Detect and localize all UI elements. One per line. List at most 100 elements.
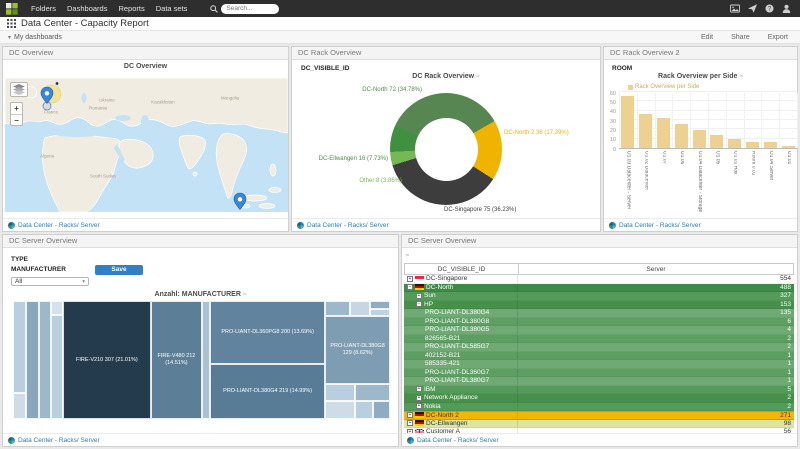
chart-menu-icon[interactable]: ≈: [242, 291, 247, 298]
bar-u1-01[interactable]: [781, 146, 795, 148]
menu-folders[interactable]: Folders: [31, 4, 57, 13]
table-row-hp[interactable]: − HP 153: [404, 300, 794, 309]
image-icon[interactable]: [730, 4, 740, 13]
treemap-node[interactable]: PRO-LIANT-DL380G4 219 (14.99%): [210, 363, 326, 419]
treemap-node[interactable]: [325, 383, 356, 402]
treemap-node[interactable]: [355, 383, 390, 402]
panel-header[interactable]: DC Server Overview: [402, 235, 797, 248]
user-icon[interactable]: [782, 4, 791, 13]
zoom-out-button[interactable]: −: [11, 114, 22, 125]
action-export[interactable]: Export: [767, 33, 788, 41]
app-logo-icon[interactable]: [6, 2, 18, 15]
column-header-server[interactable]: Server: [518, 263, 794, 275]
table-row-dc-north[interactable]: − DC-North 488: [404, 283, 794, 292]
treemap-node[interactable]: PRO-LIANT-DL360PG8 200 (13.69%): [210, 301, 326, 364]
treemap-node[interactable]: [355, 401, 373, 419]
row-toggle-icon[interactable]: +: [416, 386, 422, 393]
panel-footer-link[interactable]: Data Center - Racks/ Server: [18, 436, 100, 444]
table-row-pro-liant-dl380g5[interactable]: PRO-LIANT-DL380G5 4: [404, 326, 794, 335]
table-row-pro-liant-dl360g7[interactable]: PRO-LIANT-DL360G7 1: [404, 368, 794, 377]
help-icon[interactable]: ?: [765, 4, 774, 13]
bar-u1-01-hall[interactable]: [728, 138, 742, 148]
table-row-dc-ellwangen[interactable]: + DC-Ellwangen 98: [404, 419, 794, 428]
table-row-dc-singapore[interactable]: + DC-Singapore 554: [404, 275, 794, 284]
panel-footer-link[interactable]: Data Center - Racks/ Server: [619, 221, 701, 229]
breadcrumb[interactable]: ▾ My dashboards: [8, 34, 62, 41]
treemap-node[interactable]: [350, 301, 370, 317]
bar-u1-03-datacenter-server[interactable]: [621, 95, 635, 148]
chart-menu-icon[interactable]: ≈: [739, 73, 743, 80]
table-row-pro-liant-dl585g7[interactable]: PRO-LIANT-DL585G7 2: [404, 343, 794, 352]
table-row-ibm[interactable]: + IBM 5: [404, 385, 794, 394]
bar-u1-04-server[interactable]: [763, 142, 777, 148]
chart-menu-icon[interactable]: ≈: [476, 73, 480, 80]
table-row-pro-liant-dl380g7[interactable]: PRO-LIANT-DL380G7 1: [404, 377, 794, 386]
row-toggle-icon[interactable]: +: [416, 403, 422, 410]
treemap-node[interactable]: [25, 301, 39, 419]
menu-reports[interactable]: Reports: [118, 4, 145, 13]
action-edit[interactable]: Edit: [701, 33, 714, 41]
zoom-in-button[interactable]: +: [14, 104, 19, 113]
chart-menu-icon[interactable]: ≈: [406, 253, 410, 259]
save-button[interactable]: Save: [95, 265, 143, 275]
row-toggle-icon[interactable]: +: [407, 420, 413, 427]
column-header-dc-visible-id[interactable]: DC_VISIBLE_ID: [404, 263, 518, 275]
panel-footer-link[interactable]: Data Center - Racks/ Server: [307, 221, 389, 229]
treemap-node[interactable]: [13, 301, 26, 394]
row-toggle-icon[interactable]: +: [407, 412, 413, 419]
treemap-node[interactable]: [325, 301, 351, 317]
treemap-node[interactable]: FIRE-V480 212 (14.51%): [150, 301, 203, 419]
treemap-node[interactable]: [202, 301, 211, 419]
treemap-node[interactable]: [13, 393, 26, 419]
table-row-sun[interactable]: + Sun 327: [404, 292, 794, 301]
treemap-node[interactable]: [51, 301, 64, 316]
manufacturer-dropdown[interactable]: All ▾: [11, 277, 89, 286]
send-icon[interactable]: [748, 4, 757, 13]
treemap-node[interactable]: PRO-LIANT-DL380G8 129 (8.62%): [325, 316, 390, 384]
search-input[interactable]: [221, 3, 280, 14]
row-toggle-icon[interactable]: +: [416, 394, 422, 401]
bar-u1-07[interactable]: [657, 118, 670, 148]
treemap-node[interactable]: [51, 315, 64, 419]
row-toggle-icon[interactable]: −: [407, 284, 413, 291]
bar-u1-04-datacenter-storage[interactable]: [692, 130, 706, 148]
panel-header[interactable]: DC Rack Overview: [292, 47, 600, 60]
map-layers-control[interactable]: [10, 82, 28, 97]
table-row-nokia[interactable]: + Nokia 2: [404, 402, 794, 411]
row-toggle-icon[interactable]: −: [416, 301, 422, 308]
panel-footer-link[interactable]: Data Center - Racks/ Server: [18, 221, 100, 229]
table-row-customer-a[interactable]: + Customer A 56: [404, 428, 794, 434]
table-row-dc-north-2[interactable]: + DC-North 2 271: [404, 411, 794, 420]
table-row-pro-liant-dl380g8[interactable]: PRO-LIANT-DL380G8 6: [404, 317, 794, 326]
bar-u1-05[interactable]: [710, 134, 724, 148]
map-area[interactable]: + − France Romania Ukraine Kazakhstan Mongol…: [5, 78, 288, 212]
menu-dashboards[interactable]: Dashboards: [67, 4, 108, 13]
table-row-pro-liant-dl380g4[interactable]: PRO-LIANT-DL380G4 135: [404, 309, 794, 318]
panel-footer-link[interactable]: Data Center - Racks/ Server: [417, 436, 499, 444]
menu-data-sets[interactable]: Data sets: [155, 4, 188, 13]
action-share[interactable]: Share: [731, 33, 750, 41]
table-row-network-appliance[interactable]: + Network Appliance 2: [404, 394, 794, 403]
bar-u1-06[interactable]: [674, 123, 688, 148]
panel-header[interactable]: DC Rack Overview 2: [604, 47, 797, 60]
treemap-node[interactable]: [325, 401, 356, 419]
panel-header[interactable]: DC Overview: [3, 47, 288, 60]
donut-chart[interactable]: [390, 93, 502, 205]
treemap-node[interactable]: [369, 309, 390, 317]
treemap-node[interactable]: FIRE-V210 307 (21.01%): [63, 301, 151, 419]
table-row-402152-b21[interactable]: 402152-B21 1: [404, 351, 794, 360]
bar-room-0-01[interactable]: [746, 142, 759, 148]
treemap-node[interactable]: [372, 401, 390, 419]
bar-u1-02-datacenter[interactable]: [639, 114, 653, 148]
row-toggle-icon[interactable]: +: [407, 275, 413, 282]
table-row-826565-b21[interactable]: 826565-B21 2: [404, 334, 794, 343]
table-row-585335-421[interactable]: 585335-421 1: [404, 360, 794, 369]
panel-header[interactable]: DC Server Overview: [3, 235, 398, 248]
map-pin-singapore[interactable]: [233, 192, 247, 210]
map-dot-marker[interactable]: [55, 81, 59, 86]
row-toggle-icon[interactable]: +: [416, 292, 422, 299]
treemap-node[interactable]: [38, 301, 52, 419]
map-pin-germany[interactable]: [40, 86, 54, 104]
treemap-node[interactable]: [369, 301, 390, 310]
bar-legend[interactable]: Rack Overview per Side: [628, 84, 699, 90]
